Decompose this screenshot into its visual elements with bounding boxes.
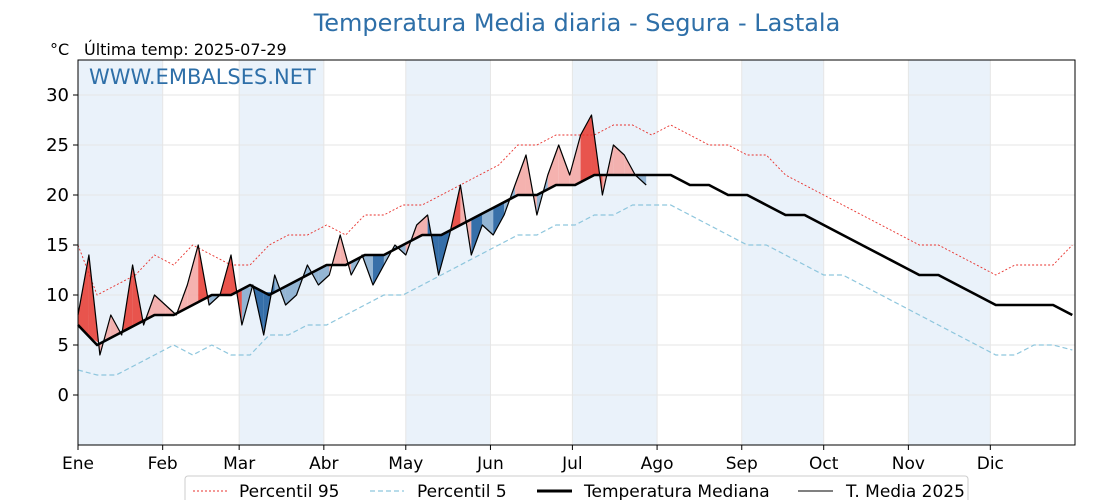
month-band-may xyxy=(405,60,491,445)
x-tick-label-ago: Ago xyxy=(641,454,674,474)
x-tick-label-oct: Oct xyxy=(809,454,839,474)
month-band-mar xyxy=(239,60,324,445)
month-band-nov xyxy=(908,60,991,445)
x-tick-label-nov: Nov xyxy=(892,454,925,474)
x-axis: Ene Feb Mar Abr May Jun Jul Ago Sep Oct Nov Dic xyxy=(62,445,1004,474)
series-p95-line xyxy=(77,124,1073,296)
anomaly-fill-segment xyxy=(569,135,581,185)
chart-title: Temperatura Media diaria - Segura - Last… xyxy=(313,9,841,37)
legend-label-p5: Percentil 5 xyxy=(417,482,507,500)
legend-label-median: Temperatura Mediana xyxy=(583,482,770,500)
y-axis: 0 5 10 15 20 25 30 xyxy=(46,85,78,406)
anomaly-fill-segment xyxy=(471,213,483,255)
anomaly-fill-segment xyxy=(318,265,330,285)
x-tick-label-dic: Dic xyxy=(977,454,1004,474)
unit-label: °C xyxy=(50,40,69,59)
grid-lines xyxy=(77,60,1075,445)
anomaly-fill-segment xyxy=(154,295,166,315)
anomaly-fill-segment xyxy=(187,245,199,308)
y-tick-label: 0 xyxy=(58,385,69,406)
anomaly-fill-segment xyxy=(416,215,428,238)
anomaly-fill-segment xyxy=(285,280,297,305)
anomaly-fill-segment xyxy=(78,255,89,337)
anomaly-fill-segment xyxy=(547,145,559,190)
anomaly-fill-segment xyxy=(515,155,526,197)
series-2025-line xyxy=(77,114,647,356)
anomaly-fill-segment xyxy=(373,255,384,285)
x-tick-label-sep: Sep xyxy=(726,454,758,474)
anomaly-fill-segment xyxy=(580,115,592,183)
legend-box xyxy=(184,475,969,500)
x-tick-label-mar: Mar xyxy=(223,454,255,474)
series-p5-line xyxy=(77,204,1073,376)
month-band-ene xyxy=(78,60,163,445)
x-tick-label-may: May xyxy=(388,454,423,474)
x-tick-label-jun: Jun xyxy=(476,454,504,474)
anomaly-fill-segment xyxy=(482,207,494,235)
y-tick-label: 10 xyxy=(46,285,69,306)
month-band-sep xyxy=(741,60,824,445)
y-tick-label: 15 xyxy=(46,235,69,256)
x-tick-label-abr: Abr xyxy=(309,454,338,474)
x-tick-label-jul: Jul xyxy=(561,454,583,474)
anomaly-fill-segment xyxy=(558,145,570,185)
month-band-jul xyxy=(572,60,658,445)
y-tick-label: 20 xyxy=(46,185,69,206)
watermark: WWW.EMBALSES.NET xyxy=(89,65,316,89)
legend: Percentil 95 Percentil 5 Temperatura Med… xyxy=(184,475,969,500)
last-temp-label: Última temp: 2025-07-29 xyxy=(84,40,287,59)
plot-frame xyxy=(77,59,1076,446)
x-tick-label-feb: Feb xyxy=(148,454,178,474)
anomaly-fill-segment xyxy=(493,202,505,235)
x-tick-label-ene: Ene xyxy=(62,454,94,474)
y-tick-label: 5 xyxy=(58,335,69,356)
legend-label-p95: Percentil 95 xyxy=(239,482,339,500)
legend-label-2025: T. Media 2025 xyxy=(845,482,965,500)
y-tick-label: 25 xyxy=(46,135,69,156)
series-median-line xyxy=(77,173,1073,347)
y-tick-label: 30 xyxy=(46,85,69,106)
series-lines xyxy=(77,114,1073,376)
month-bands xyxy=(78,60,991,445)
